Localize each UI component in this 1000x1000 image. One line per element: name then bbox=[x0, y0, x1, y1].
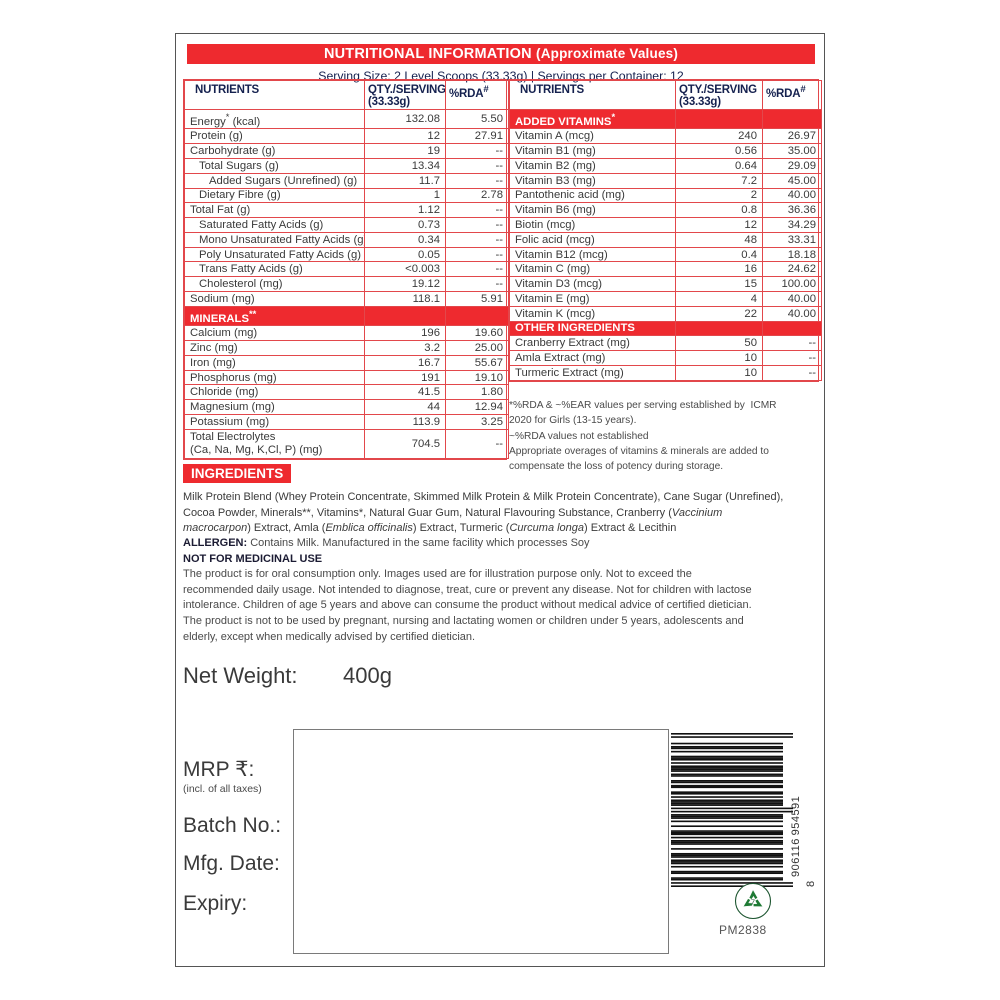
svg-text:7: 7 bbox=[751, 897, 755, 906]
svg-text:906116 954591: 906116 954591 bbox=[790, 796, 802, 877]
svg-text:8: 8 bbox=[805, 881, 816, 887]
